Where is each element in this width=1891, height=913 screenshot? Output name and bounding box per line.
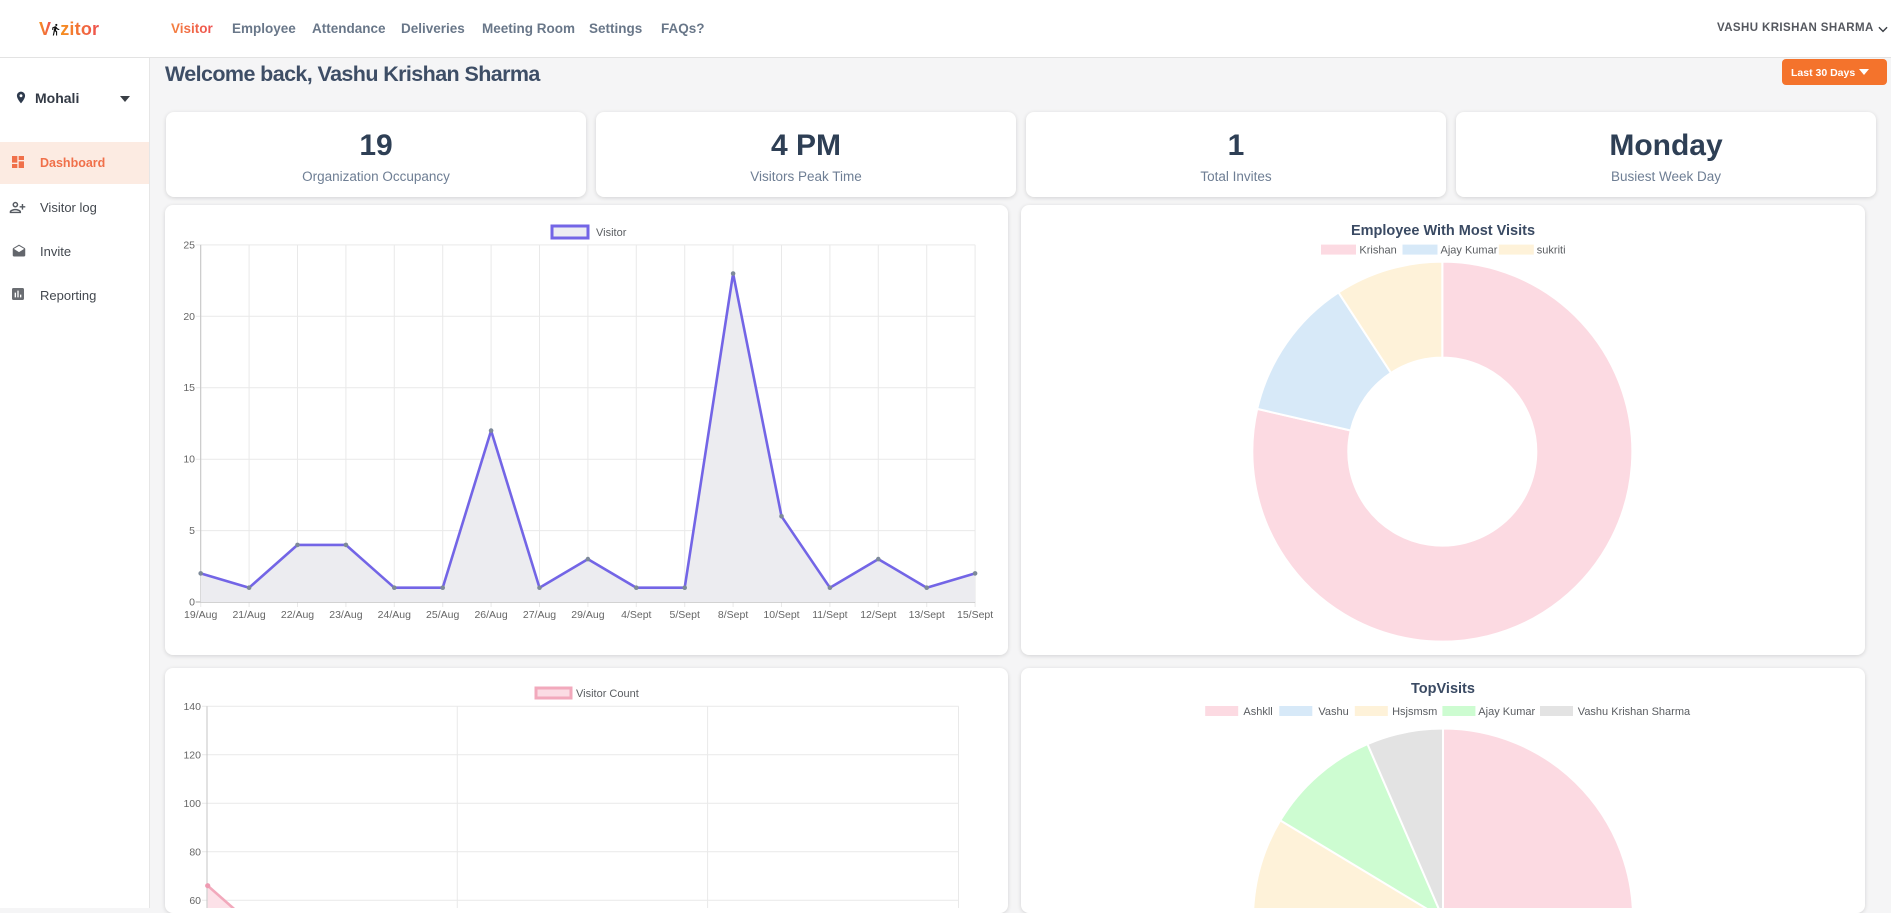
svg-text:Krishan: Krishan xyxy=(1359,245,1396,257)
svg-text:15/Sept: 15/Sept xyxy=(957,609,993,621)
svg-text:26/Aug: 26/Aug xyxy=(474,609,507,621)
svg-text:140: 140 xyxy=(183,701,201,713)
svg-text:Ajay Kumar: Ajay Kumar xyxy=(1441,245,1498,257)
svg-text:Employee With Most Visits: Employee With Most Visits xyxy=(1351,223,1535,239)
svg-text:Vashu: Vashu xyxy=(1318,706,1348,718)
svg-text:19/Aug: 19/Aug xyxy=(184,609,217,621)
svg-text:60: 60 xyxy=(189,895,201,907)
svg-text:25: 25 xyxy=(183,239,195,251)
svg-text:80: 80 xyxy=(189,846,201,858)
svg-text:24/Aug: 24/Aug xyxy=(378,609,411,621)
svg-text:20: 20 xyxy=(183,311,195,323)
svg-text:Hsjsmsm: Hsjsmsm xyxy=(1392,706,1437,718)
svg-text:23/Aug: 23/Aug xyxy=(329,609,362,621)
svg-text:25/Aug: 25/Aug xyxy=(426,609,459,621)
svg-text:10/Sept: 10/Sept xyxy=(763,609,799,621)
svg-text:11/Sept: 11/Sept xyxy=(812,609,847,621)
svg-text:sukriti: sukriti xyxy=(1537,245,1566,257)
svg-text:8/Sept: 8/Sept xyxy=(718,609,748,621)
svg-text:TopVisits: TopVisits xyxy=(1411,681,1475,697)
svg-text:29/Aug: 29/Aug xyxy=(571,609,604,621)
svg-text:5: 5 xyxy=(189,525,195,537)
svg-text:27/Aug: 27/Aug xyxy=(523,609,556,621)
svg-text:Vashu Krishan Sharma: Vashu Krishan Sharma xyxy=(1578,706,1691,718)
svg-text:Ashkll: Ashkll xyxy=(1243,706,1272,718)
svg-text:Visitor: Visitor xyxy=(596,227,627,239)
svg-text:5/Sept: 5/Sept xyxy=(670,609,700,621)
svg-text:4/Sept: 4/Sept xyxy=(621,609,651,621)
svg-text:Ajay Kumar: Ajay Kumar xyxy=(1478,706,1535,718)
svg-text:15: 15 xyxy=(183,382,195,394)
svg-text:0: 0 xyxy=(189,597,195,609)
svg-text:120: 120 xyxy=(183,749,201,761)
svg-text:10: 10 xyxy=(183,454,195,466)
svg-text:12/Sept: 12/Sept xyxy=(860,609,896,621)
svg-text:100: 100 xyxy=(183,798,201,810)
svg-text:Visitor Count: Visitor Count xyxy=(576,688,639,700)
svg-text:22/Aug: 22/Aug xyxy=(281,609,314,621)
svg-text:21/Aug: 21/Aug xyxy=(232,609,265,621)
svg-text:13/Sept: 13/Sept xyxy=(909,609,945,621)
